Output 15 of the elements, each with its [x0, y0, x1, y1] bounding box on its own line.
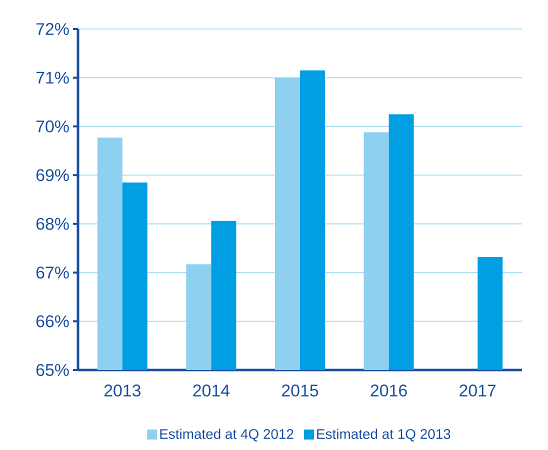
legend-label: Estimated at 4Q 2012	[160, 428, 294, 442]
y-tick-label: 67%	[36, 266, 69, 279]
y-tick-label: 70%	[36, 120, 69, 132]
y-tick-label: 69%	[36, 169, 69, 182]
x-tick-label: 2013	[104, 384, 140, 397]
x-tick-label: 2017	[460, 384, 496, 397]
x-tick-label: 2015	[282, 384, 318, 397]
y-tick-label: 68%	[36, 218, 69, 230]
y-tick-label: 66%	[36, 315, 69, 328]
x-tick-label: 2014	[193, 384, 230, 397]
y-tick-label: 71%	[36, 72, 69, 84]
x-tick-label: 2016	[370, 384, 407, 397]
legend-label: Estimated at 1Q 2013	[317, 428, 450, 442]
y-tick-label: 72%	[36, 23, 69, 35]
y-tick-label: 65%	[36, 364, 69, 376]
